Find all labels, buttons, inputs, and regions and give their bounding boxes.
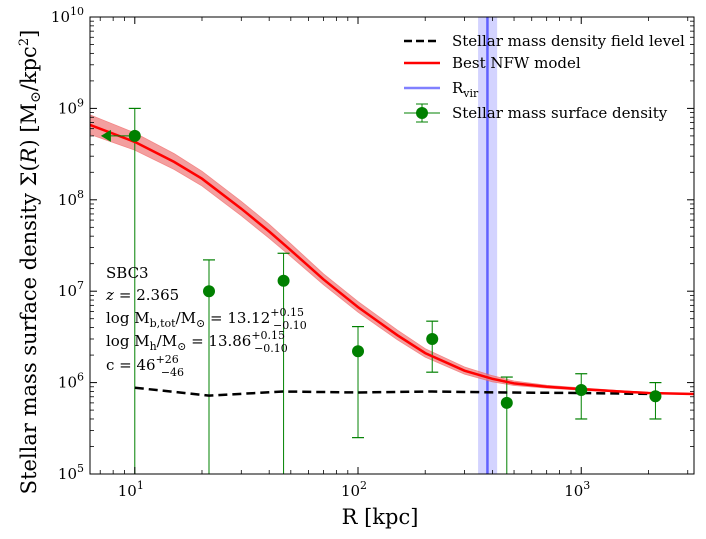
annotation-redshift: z = 2.365 <box>105 286 179 304</box>
x-tick-label-0: 101 <box>118 479 144 500</box>
annotation-name: SBC3 <box>106 264 149 282</box>
y-tick-label-0: 105 <box>58 462 84 483</box>
x-tick-label-2: 103 <box>564 479 590 500</box>
legend-label-field: Stellar mass density field level <box>452 32 685 50</box>
x-tick-label-1: 102 <box>341 479 367 500</box>
errorbar-group <box>128 107 662 474</box>
data-point-5 <box>500 396 513 409</box>
data-points-group <box>100 129 662 409</box>
nfw-best-line <box>89 123 695 396</box>
y-tick-label-5: 1010 <box>51 5 84 26</box>
rvir-band-group <box>478 17 498 474</box>
legend-label-points: Stellar mass surface density <box>452 104 668 122</box>
legend-point-swatch <box>416 107 428 119</box>
y-tick-label-1: 106 <box>58 371 84 392</box>
data-point-7 <box>649 390 662 403</box>
x-axis-label: R [kpc] <box>342 505 419 529</box>
upper-limit-arrow <box>100 129 111 142</box>
y-axis-label: Stellar mass surface density Σ(R) [M⊙/kp… <box>17 30 44 495</box>
field-level-line <box>134 386 656 397</box>
annotation-halo-mass: log Mh/M⊙ = 13.86+0.15 −0.10 <box>106 329 288 355</box>
annotation-concentration: c = 46+26 −46 <box>106 353 184 379</box>
data-point-4 <box>426 332 439 345</box>
annotation-baryon-mass: log Mb,tot/M⊙ = 13.12+0.15 −0.10 <box>106 306 307 332</box>
data-point-1 <box>202 285 215 298</box>
field-level-group <box>134 386 656 397</box>
y-tick-label-2: 107 <box>58 279 84 300</box>
plot-frame <box>89 16 695 475</box>
legend: Stellar mass density field level Best NF… <box>404 32 685 123</box>
legend-label-rvir: Rvir <box>452 79 479 100</box>
ticks-group: 105 106 107 108 109 1010 101 102 103 <box>51 5 694 500</box>
y-tick-label-4: 109 <box>58 96 84 117</box>
legend-label-nfw: Best NFW model <box>452 54 581 72</box>
y-tick-label-3: 108 <box>58 188 84 209</box>
annotation-block: SBC3 z = 2.365 log Mb,tot/M⊙ = 13.12+0.15… <box>105 264 307 379</box>
data-point-3 <box>352 345 365 358</box>
nfw-line-group <box>89 123 695 396</box>
data-point-2 <box>277 274 290 287</box>
data-point-6 <box>575 383 588 396</box>
